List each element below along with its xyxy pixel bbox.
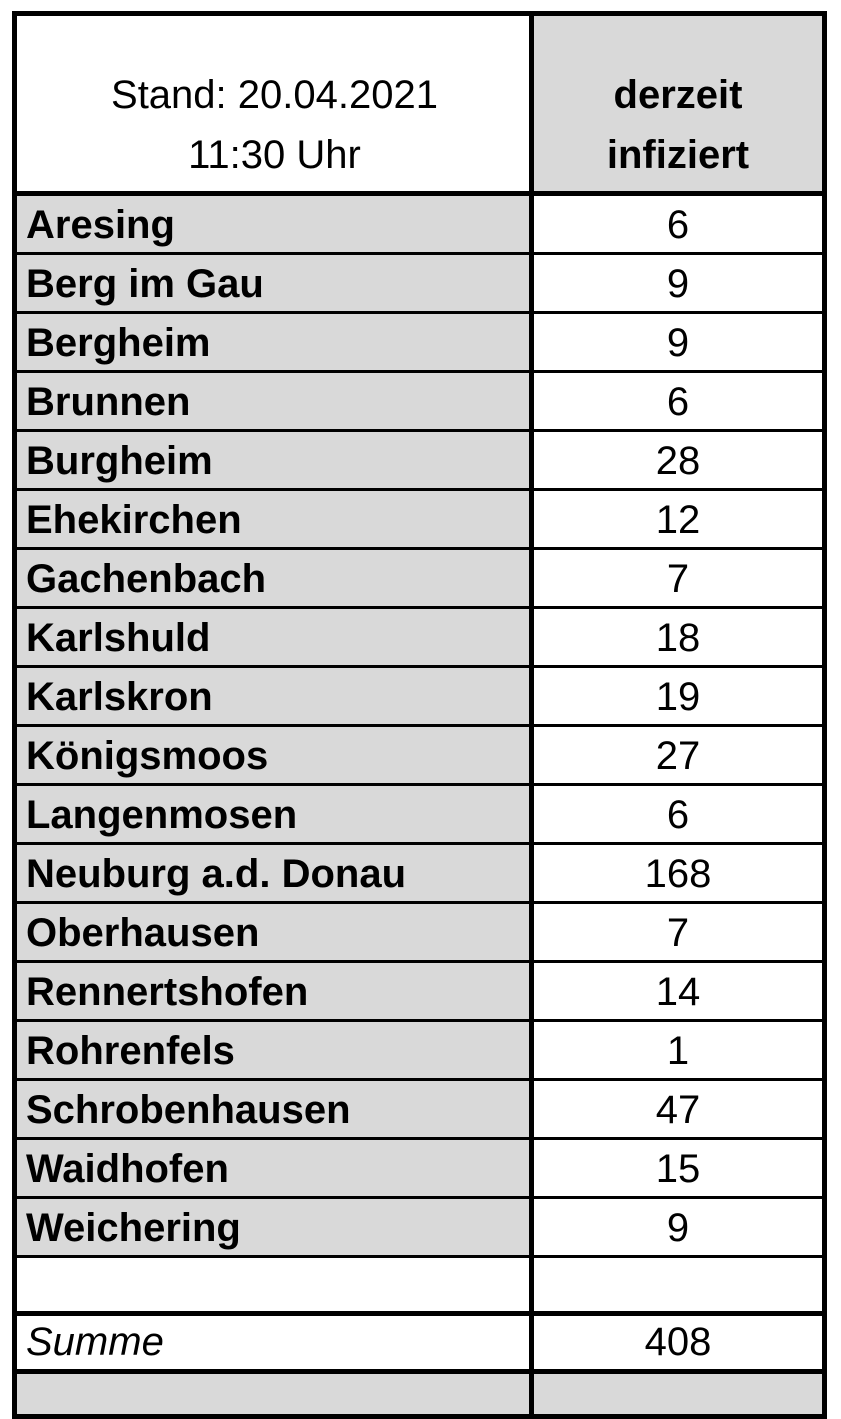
table-row: Waidhofen 15	[17, 1140, 822, 1199]
infected-count-cell: 168	[534, 845, 822, 901]
municipality-name-cell: Berg im Gau	[17, 255, 534, 311]
table-row: Neuburg a.d. Donau 168	[17, 845, 822, 904]
table-header-row: Stand: 20.04.2021 11:30 Uhr derzeit infi…	[17, 16, 822, 196]
infected-count-cell: 9	[534, 255, 822, 311]
table-row: Karlskron 19	[17, 668, 822, 727]
municipality-name-cell: Langenmosen	[17, 786, 534, 842]
municipality-name-cell: Rennertshofen	[17, 963, 534, 1019]
infected-count-cell: 6	[534, 373, 822, 429]
municipality-name-cell: Karlshuld	[17, 609, 534, 665]
stand-time-label: 11:30 Uhr	[188, 133, 361, 177]
table-row: Oberhausen 7	[17, 904, 822, 963]
table-row: Bergheim 9	[17, 314, 822, 373]
municipality-name-cell: Brunnen	[17, 373, 534, 429]
infected-count-cell: 9	[534, 1199, 822, 1255]
infected-count-cell: 18	[534, 609, 822, 665]
municipality-name-cell: Schrobenhausen	[17, 1081, 534, 1137]
infected-count-cell: 27	[534, 727, 822, 783]
cutoff-value-cell	[534, 1374, 822, 1414]
infected-count-cell: 6	[534, 786, 822, 842]
summary-label-cell: Summe	[17, 1316, 534, 1369]
table-row: Aresing 6	[17, 196, 822, 255]
municipality-name-cell: Karlskron	[17, 668, 534, 724]
infected-count-cell: 15	[534, 1140, 822, 1196]
infected-count-cell: 47	[534, 1081, 822, 1137]
table-row: Karlshuld 18	[17, 609, 822, 668]
stand-date-label: Stand: 20.04.2021	[111, 73, 438, 117]
spacer-value-cell	[534, 1258, 822, 1311]
municipality-name-cell: Neuburg a.d. Donau	[17, 845, 534, 901]
infected-count-cell: 1	[534, 1022, 822, 1078]
municipality-name-cell: Bergheim	[17, 314, 534, 370]
municipality-name-cell: Burgheim	[17, 432, 534, 488]
infected-header-line2: infiziert	[606, 133, 750, 177]
infected-count-cell: 19	[534, 668, 822, 724]
infected-count-cell: 14	[534, 963, 822, 1019]
summary-row: Summe 408	[17, 1316, 822, 1374]
infected-count-cell: 28	[534, 432, 822, 488]
table-row: Gachenbach 7	[17, 550, 822, 609]
table-row: Weichering 9	[17, 1199, 822, 1258]
table-row: Rohrenfels 1	[17, 1022, 822, 1081]
infected-count-cell: 9	[534, 314, 822, 370]
infected-header-line1: derzeit	[613, 73, 743, 117]
cutoff-name-cell	[17, 1374, 534, 1414]
infected-count-cell: 12	[534, 491, 822, 547]
table-row: Berg im Gau 9	[17, 255, 822, 314]
table-body: Aresing 6 Berg im Gau 9 Bergheim 9 Brunn…	[17, 196, 822, 1258]
municipality-name-cell: Oberhausen	[17, 904, 534, 960]
spacer-name-cell	[17, 1258, 534, 1311]
infected-count-cell: 7	[534, 904, 822, 960]
municipality-name-cell: Weichering	[17, 1199, 534, 1255]
table-row: Königsmoos 27	[17, 727, 822, 786]
infected-count-cell: 7	[534, 550, 822, 606]
table-row: Ehekirchen 12	[17, 491, 822, 550]
infected-count-cell: 6	[534, 196, 822, 252]
cutoff-gray-row	[17, 1374, 822, 1414]
summary-value-cell: 408	[534, 1316, 822, 1369]
municipality-name-cell: Rohrenfels	[17, 1022, 534, 1078]
spacer-row	[17, 1258, 822, 1316]
municipality-name-cell: Gachenbach	[17, 550, 534, 606]
table-row: Schrobenhausen 47	[17, 1081, 822, 1140]
municipality-name-cell: Königsmoos	[17, 727, 534, 783]
table-row: Brunnen 6	[17, 373, 822, 432]
table-row: Rennertshofen 14	[17, 963, 822, 1022]
infected-column-header-cell: derzeit infiziert	[534, 16, 822, 191]
stand-header-cell: Stand: 20.04.2021 11:30 Uhr	[17, 16, 534, 191]
table-row: Langenmosen 6	[17, 786, 822, 845]
municipality-name-cell: Aresing	[17, 196, 534, 252]
table-row: Burgheim 28	[17, 432, 822, 491]
municipality-name-cell: Waidhofen	[17, 1140, 534, 1196]
municipality-name-cell: Ehekirchen	[17, 491, 534, 547]
infection-table: Stand: 20.04.2021 11:30 Uhr derzeit infi…	[12, 11, 827, 1419]
